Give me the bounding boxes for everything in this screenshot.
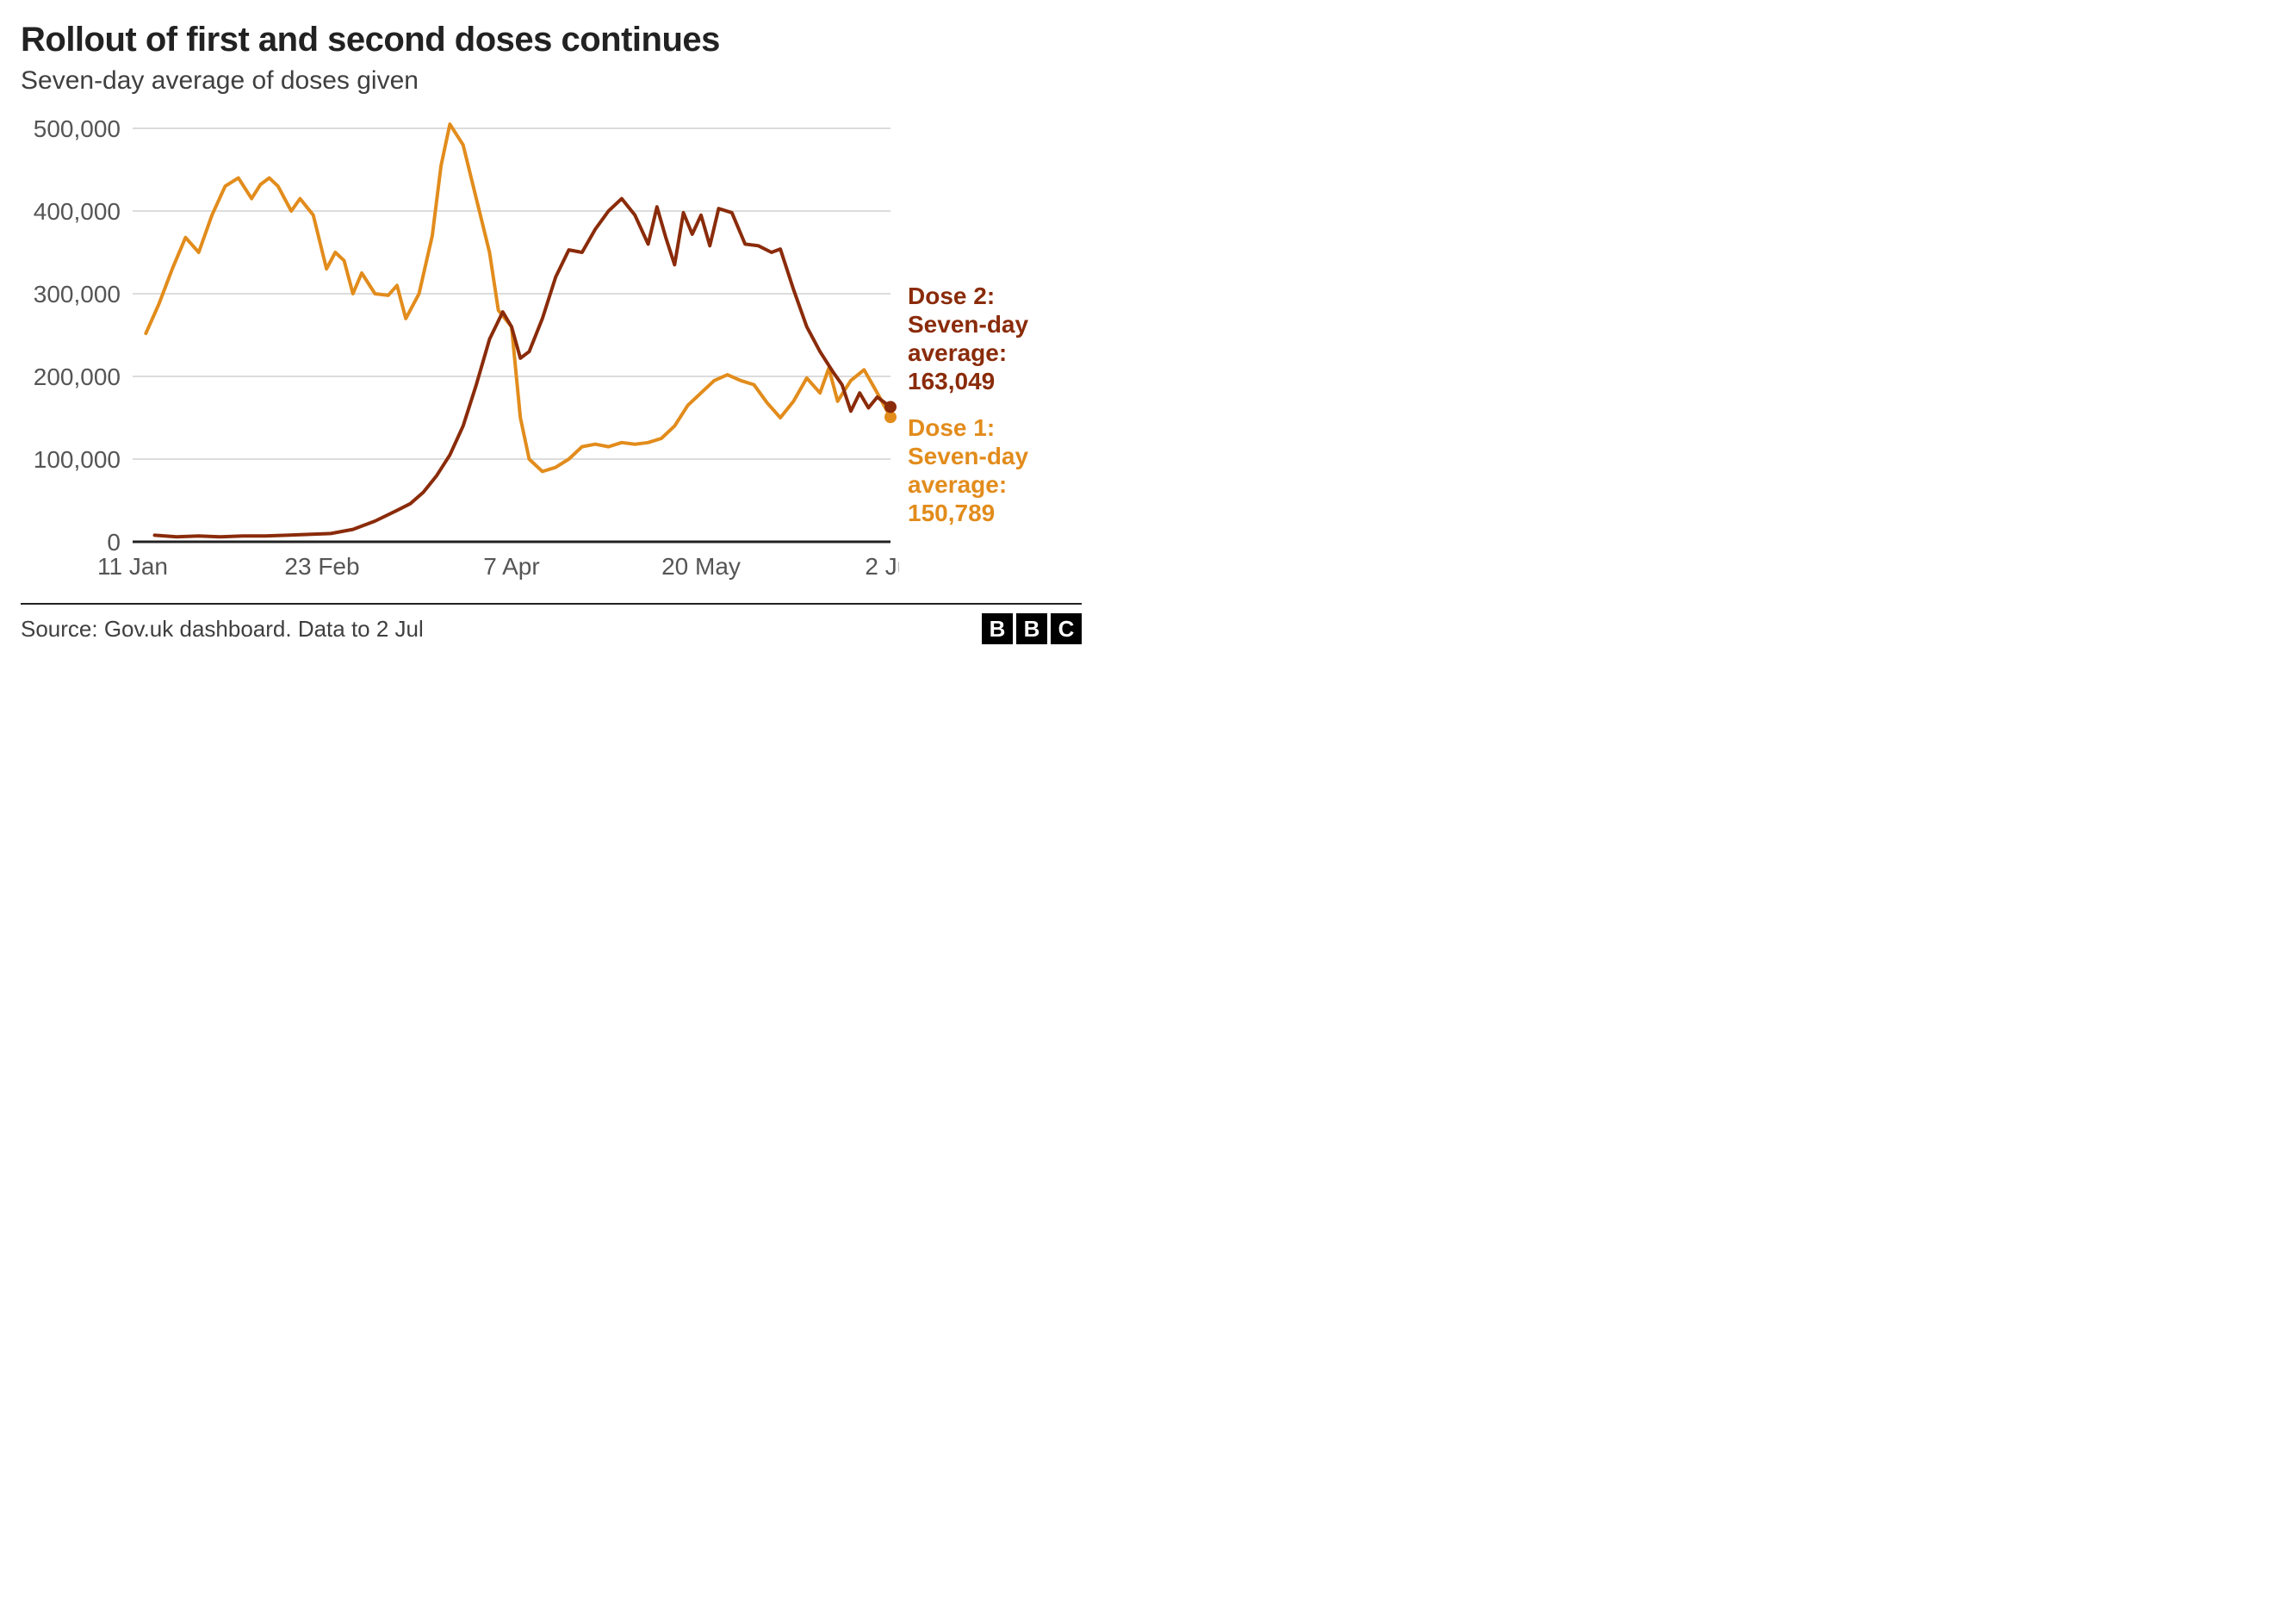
anno-value: 163,049 (908, 368, 995, 394)
plot-row: 0 100,000 200,000 300,000 400,000 500,000 11 J… (21, 111, 1082, 598)
anno-line: Dose 1: (908, 414, 995, 441)
y-tick-label: 0 (107, 529, 121, 556)
annotation-dose2: Dose 2:Seven-dayaverage:163,049 (908, 282, 1028, 395)
x-tick-label: 11 Jan (97, 553, 168, 580)
series-line-dose2 (155, 199, 890, 537)
anno-line: Seven-day (908, 311, 1028, 338)
anno-line: average: (908, 339, 1007, 366)
y-tick-label: 300,000 (34, 281, 121, 307)
anno-line: Dose 2: (908, 283, 995, 309)
series-end-marker-dose2 (884, 401, 897, 413)
chart-subtitle: Seven-day average of doses given (21, 66, 1082, 96)
x-tick-label: 2 Jul (865, 553, 899, 580)
bbc-logo: BBC (982, 613, 1082, 644)
chart-title: Rollout of first and second doses contin… (21, 21, 1082, 59)
y-tick-label: 400,000 (34, 198, 121, 225)
x-tick-label: 23 Feb (284, 553, 359, 580)
x-tick-label: 7 Apr (483, 553, 539, 580)
series-line-dose1 (146, 124, 890, 471)
y-tick-label: 200,000 (34, 363, 121, 390)
chart-container: Rollout of first and second doses contin… (0, 0, 1102, 660)
annotation-dose1: Dose 1:Seven-dayaverage:150,789 (908, 413, 1028, 527)
anno-value: 150,789 (908, 500, 995, 526)
bbc-logo-box: B (982, 613, 1013, 644)
y-tick-label: 500,000 (34, 115, 121, 142)
anno-line: average: (908, 471, 1007, 498)
bbc-logo-box: C (1051, 613, 1082, 644)
series-annotations: Dose 2:Seven-dayaverage:163,049Dose 1:Se… (899, 111, 1080, 593)
y-tick-label: 100,000 (34, 446, 121, 473)
footer-row: Source: Gov.uk dashboard. Data to 2 Jul … (21, 605, 1082, 644)
line-chart-svg: 0 100,000 200,000 300,000 400,000 500,000 11 J… (21, 111, 899, 593)
bbc-logo-box: B (1016, 613, 1047, 644)
anno-line: Seven-day (908, 443, 1028, 469)
x-tick-label: 20 May (661, 553, 741, 580)
plot-area: 0 100,000 200,000 300,000 400,000 500,000 11 J… (21, 111, 899, 598)
source-text: Source: Gov.uk dashboard. Data to 2 Jul (21, 616, 424, 643)
